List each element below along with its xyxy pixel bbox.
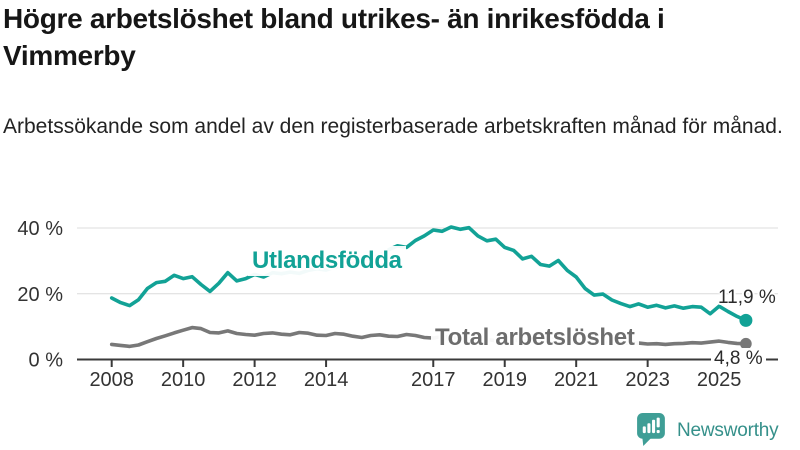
x-axis-tick-label: 2014 — [304, 369, 349, 391]
y-axis-tick-label: 20 % — [17, 284, 63, 306]
end-value-total-arbetsloshet: 4,8 % — [711, 348, 766, 370]
x-axis-tick-label: 2017 — [411, 369, 456, 391]
series-label-utlandsfodda: Utlandsfödda — [248, 246, 406, 276]
series-line-total — [109, 325, 748, 349]
series-line-utlandsfodda — [109, 225, 748, 323]
chart-subtitle: Arbetssökande som andel av den registerb… — [3, 115, 783, 138]
x-axis-tick-label: 2008 — [89, 369, 134, 391]
chart-title: Högre arbetslöshet bland utrikes- än inr… — [3, 3, 665, 71]
x-axis-tick-label: 2019 — [482, 369, 527, 391]
series-label-total-arbetsloshet: Total arbetslöshet — [431, 323, 639, 353]
x-axis-tick-label: 2010 — [161, 369, 206, 391]
y-axis-tick-label: 40 % — [17, 218, 63, 240]
newsworthy-bubble-chart-icon — [637, 413, 665, 446]
y-axis-tick-label: 0 % — [29, 350, 64, 372]
x-axis-tick-label: 2021 — [554, 369, 599, 391]
x-axis-tick-label: 2023 — [625, 369, 670, 391]
newsworthy-logo[interactable]: Newsworthy — [636, 413, 779, 448]
end-value-utlandsfodda: 11,9 % — [718, 287, 776, 308]
series-end-dot-total — [740, 337, 752, 350]
x-axis-tick-label: 2012 — [232, 369, 277, 391]
newsworthy-wordmark: Newsworthy — [677, 419, 779, 441]
series-end-dot-utlandsfodda — [739, 313, 753, 327]
x-axis-tick-label: 2025 — [697, 369, 742, 391]
